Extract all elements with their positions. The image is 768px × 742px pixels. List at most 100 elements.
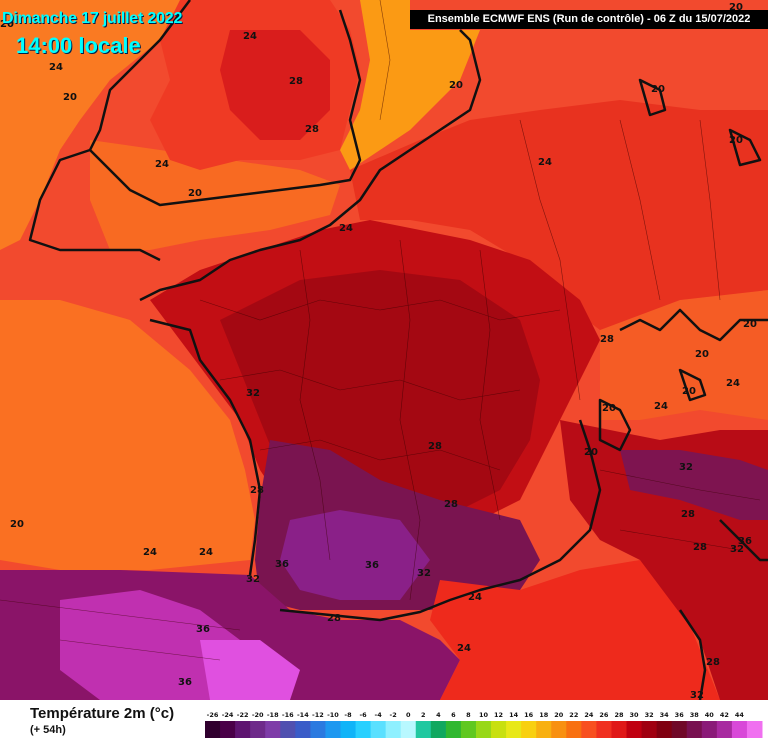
scale-tick-label: -26 — [207, 711, 219, 719]
map-label: 20 — [63, 92, 77, 103]
map-label: 28 — [250, 485, 264, 496]
scale-tick-label: -2 — [390, 711, 397, 719]
zone-east-orange — [600, 290, 768, 420]
map-label: 20 — [651, 84, 665, 95]
scale-swatch — [340, 721, 357, 738]
map-label: 20 — [602, 403, 616, 414]
map-label: 28 — [693, 542, 707, 553]
scale-swatch — [521, 721, 537, 738]
map-label: 24 — [654, 401, 668, 412]
map-label: 32 — [730, 544, 744, 555]
scale-tick-label: -12 — [312, 711, 324, 719]
zone-europe-land — [350, 100, 768, 330]
map-label: 24 — [143, 547, 157, 558]
scale-swatch — [385, 721, 402, 738]
map-label: 20 — [729, 2, 743, 13]
map-label: 28 — [327, 613, 341, 624]
scale-swatch — [491, 721, 507, 738]
map-label: 32 — [246, 574, 260, 585]
scale-tick-label: -8 — [344, 711, 352, 719]
scale-swatch — [731, 721, 748, 738]
map-label: 24 — [199, 547, 213, 558]
scale-swatch — [475, 721, 492, 738]
map-label: 36 — [738, 536, 752, 547]
scale-swatch — [295, 721, 311, 738]
scale-tick-label: 2 — [421, 711, 426, 719]
color-scale: -26 -24 -22 -20 -18 -16 -14 -12 -10 -8 -6 -4 -2 0 2 4 6 8… — [205, 711, 763, 738]
legend-title: Température 2m (°c) — [30, 705, 175, 722]
scale-tick-label: -22 — [237, 711, 249, 719]
map-label: 24 — [49, 62, 63, 73]
temperature-map: 20 24 24 20 28 28 24 20 20 20 20 24 24 2… — [0, 0, 768, 700]
scale-tick-label: -14 — [297, 711, 309, 719]
admin-borders — [0, 0, 761, 661]
scale-tick-label: 20 — [554, 711, 564, 719]
zone-italy-purple — [620, 450, 768, 520]
scale-swatch — [325, 721, 341, 738]
map-label: 28 — [428, 441, 442, 452]
map-label: 28 — [706, 657, 720, 668]
isotherm-labels: 20 24 24 20 28 28 24 20 20 20 20 24 24 2… — [0, 2, 757, 700]
forecast-date: Dimanche 17 juillet 2022 — [2, 10, 183, 27]
scale-tick-label: 30 — [630, 711, 640, 719]
scale-tick-label: -4 — [375, 711, 383, 719]
scale-swatch — [551, 721, 567, 738]
scale-swatches — [205, 721, 763, 738]
map-label: 28 — [305, 124, 319, 135]
scale-tick-label: 42 — [720, 711, 729, 719]
scale-tick-label: 24 — [584, 711, 594, 719]
legend-subtitle: (+ 54h) — [30, 724, 66, 736]
map-label: 36 — [365, 560, 379, 571]
scale-swatch — [566, 721, 582, 738]
map-label: 24 — [243, 31, 257, 42]
scale-swatch — [536, 721, 552, 738]
forecast-time: 14:00 locale — [16, 33, 141, 58]
scale-tick-label: 38 — [690, 711, 700, 719]
map-label: 20 — [729, 135, 743, 146]
scale-swatch — [235, 721, 251, 738]
scale-tick-label: -16 — [282, 711, 294, 719]
scale-tick-label: 12 — [494, 711, 503, 719]
scale-tick-label: 16 — [524, 711, 534, 719]
scale-swatch — [686, 721, 703, 738]
map-label: 24 — [538, 157, 552, 168]
zone-uk-hot — [220, 30, 330, 140]
scale-swatch — [641, 721, 658, 738]
zone-atlantic-sw — [0, 300, 255, 570]
scale-tick-label: -20 — [252, 711, 264, 719]
scale-swatch — [250, 721, 266, 738]
scale-swatch — [671, 721, 688, 738]
legend: Température 2m (°c) (+ 54h) -26 -2 4 -22 -20… — [0, 700, 768, 742]
map-label: 24 — [726, 378, 740, 389]
scale-swatch — [611, 721, 628, 738]
scale-swatch — [445, 721, 462, 738]
map-label: 20 — [0, 19, 14, 30]
scale-swatch — [626, 721, 643, 738]
scale-swatch — [716, 721, 733, 738]
map-label: 36 — [275, 559, 289, 570]
zone-atlantic-nw — [0, 0, 190, 250]
scale-swatch — [701, 721, 718, 738]
zone-iberia-hotter — [200, 640, 300, 700]
scale-tick-label: 28 — [614, 711, 624, 719]
scale-swatch — [460, 721, 477, 738]
scale-swatch — [280, 721, 296, 738]
scale-swatch — [355, 721, 372, 738]
scale-swatch — [415, 721, 432, 738]
map-label: 20 — [449, 80, 463, 91]
map-label: 24 — [339, 223, 353, 234]
scale-tick-label: 18 — [539, 711, 549, 719]
scale-tick-label: 4 — [436, 711, 441, 719]
scale-tick-label: 36 — [675, 711, 685, 719]
map-label: 32 — [246, 388, 260, 399]
scale-swatch — [596, 721, 612, 738]
scale-tick-labels: -26 -24 -22 -20 -18 -16 -14 -12 -10 -8 -6 -4 -2 0 2 4 6 8… — [207, 711, 745, 719]
scale-tick-label: 8 — [466, 711, 471, 719]
scale-swatch — [430, 721, 447, 738]
scale-swatch — [581, 721, 597, 738]
map-label: 28 — [289, 76, 303, 87]
scale-tick-label: 40 — [705, 711, 715, 719]
scale-swatch — [220, 721, 236, 738]
map-label: 32 — [417, 568, 431, 579]
